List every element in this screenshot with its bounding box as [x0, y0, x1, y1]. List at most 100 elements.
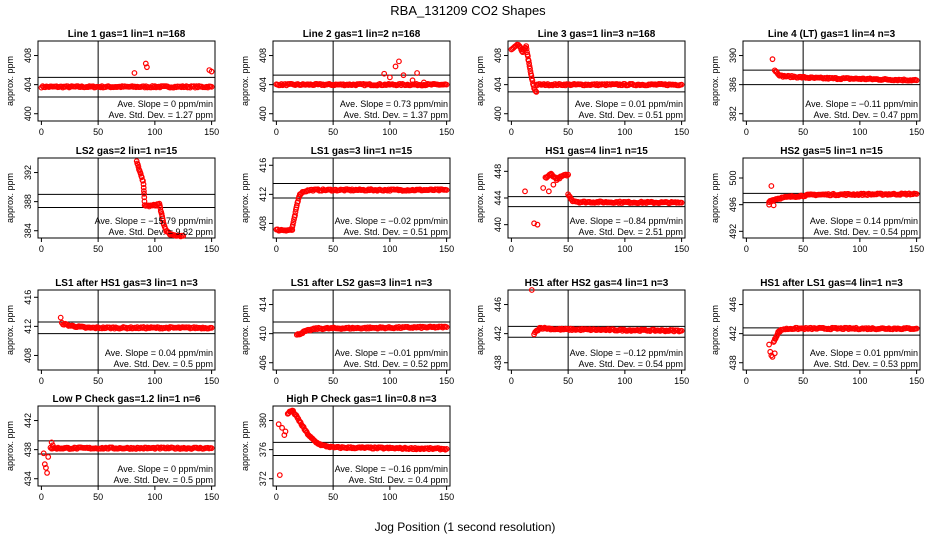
data-point [678, 327, 685, 334]
slope-annotation: Ave. Slope = −0.11 ppm/min [805, 99, 918, 109]
data-point [525, 57, 532, 64]
panel-6: LS1 gas=3 lin=1 n=15 0 50 100 150 408 412 416 ap… [240, 146, 454, 254]
y-axis-label: approx. ppm [475, 56, 485, 106]
data-point [864, 326, 871, 333]
data-point [540, 185, 547, 191]
data-point [282, 428, 289, 435]
y-tick-label: 446 [493, 297, 503, 312]
slope-annotation: Ave. Slope = −15.79 ppm/min [95, 216, 213, 226]
data-point [208, 324, 215, 331]
data-point [45, 454, 52, 460]
stddev-annotation: Ave. Std. Dev. = 0.54 ppm [579, 359, 683, 369]
y-tick-label: 440 [493, 217, 503, 232]
data-point [143, 325, 149, 332]
data-point [208, 83, 215, 90]
y-axis-label: approx. ppm [710, 173, 720, 223]
stddev-annotation: Ave. Std. Dev. = 2.51 ppm [579, 227, 683, 237]
stddev-annotation: Ave. Std. Dev. = 1.37 ppm [344, 110, 448, 120]
x-tick-label: 100 [852, 127, 867, 137]
x-tick-label: 0 [744, 127, 749, 137]
panel-title: LS1 gas=3 lin=1 n=15 [311, 146, 413, 157]
x-tick-label: 0 [509, 244, 514, 254]
x-tick-label: 150 [909, 127, 924, 137]
data-point [163, 445, 170, 452]
x-tick-label: 0 [39, 376, 44, 386]
panel-title: Line 4 (LT) gas=1 lin=4 n=3 [768, 29, 896, 40]
x-tick-label: 50 [798, 376, 808, 386]
x-tick-label: 0 [274, 244, 279, 254]
panel-title: Low P Check gas=1.2 lin=1 n=6 [53, 394, 201, 405]
plot-frame [272, 405, 451, 487]
stddev-annotation: Ave. Std. Dev. = 0.54 ppm [814, 227, 918, 237]
data-point [289, 221, 296, 228]
y-tick-label: 386 [728, 77, 738, 92]
data-point [299, 423, 306, 430]
y-tick-label: 400 [258, 106, 268, 121]
data-point [534, 221, 541, 228]
y-axis-label: approx. ppm [475, 173, 485, 223]
plot-frame [37, 289, 216, 371]
y-axis-label: approx. ppm [475, 305, 485, 355]
y-tick-label: 434 [23, 471, 33, 486]
data-point [424, 445, 431, 452]
y-tick-label: 412 [258, 187, 268, 202]
data-point [57, 314, 64, 321]
data-point [564, 172, 570, 179]
data-point [902, 190, 909, 197]
data-point [443, 187, 450, 193]
data-point [128, 444, 134, 451]
x-tick-label: 150 [204, 127, 219, 137]
data-point [615, 200, 622, 206]
data-point [400, 72, 407, 79]
data-point [409, 77, 416, 84]
y-axis-label: approx. ppm [240, 56, 250, 106]
data-point [674, 327, 681, 334]
data-point [40, 450, 47, 457]
data-point [277, 82, 284, 89]
x-tick-label: 0 [744, 376, 749, 386]
y-tick-label: 412 [23, 319, 33, 334]
slope-annotation: Ave. Slope = 0.14 ppm/min [810, 216, 918, 226]
data-point [289, 227, 296, 233]
y-tick-label: 500 [728, 170, 738, 185]
data-point [562, 171, 569, 178]
stddev-annotation: Ave. Std. Dev. = 0.52 ppm [344, 359, 448, 369]
x-tick-label: 150 [204, 376, 219, 386]
data-point [771, 350, 778, 357]
data-point [180, 232, 187, 239]
data-point [913, 77, 920, 84]
y-tick-label: 406 [258, 355, 268, 370]
data-point [292, 212, 298, 219]
plot-frame [507, 289, 686, 371]
data-point [643, 200, 650, 206]
y-tick-label: 444 [493, 190, 503, 205]
data-point [421, 79, 427, 86]
panel-8: HS2 gas=5 lin=1 n=15 0 50 100 150 492 496 500 ap… [710, 146, 924, 254]
y-tick-label: 442 [23, 413, 33, 428]
data-point [381, 70, 388, 77]
y-axis-label: approx. ppm [5, 173, 15, 223]
data-point [275, 421, 282, 428]
y-tick-label: 492 [728, 224, 738, 239]
data-point [522, 188, 528, 195]
data-point [565, 171, 572, 178]
data-point [533, 89, 540, 95]
x-tick-label: 100 [382, 376, 397, 386]
slope-annotation: Ave. Slope = 0.01 ppm/min [575, 99, 683, 109]
data-point [618, 326, 624, 333]
x-tick-label: 50 [328, 127, 338, 137]
data-point [99, 325, 105, 332]
x-tick-label: 100 [382, 127, 397, 137]
panel-title: Line 1 gas=1 lin=1 n=168 [68, 29, 186, 40]
y-tick-label: 442 [728, 326, 738, 341]
x-tick-label: 50 [328, 376, 338, 386]
x-tick-label: 50 [563, 376, 573, 386]
data-point [443, 81, 450, 88]
data-point [140, 181, 147, 188]
data-point [106, 324, 113, 331]
slope-annotation: Ave. Slope = −0.02 ppm/min [335, 216, 448, 226]
panel-title: HS1 gas=4 lin=1 n=15 [545, 146, 648, 157]
y-tick-label: 388 [23, 194, 33, 209]
panel-9: LS1 after HS1 gas=3 lin=1 n=3 0 50 100 150 40… [5, 278, 219, 386]
